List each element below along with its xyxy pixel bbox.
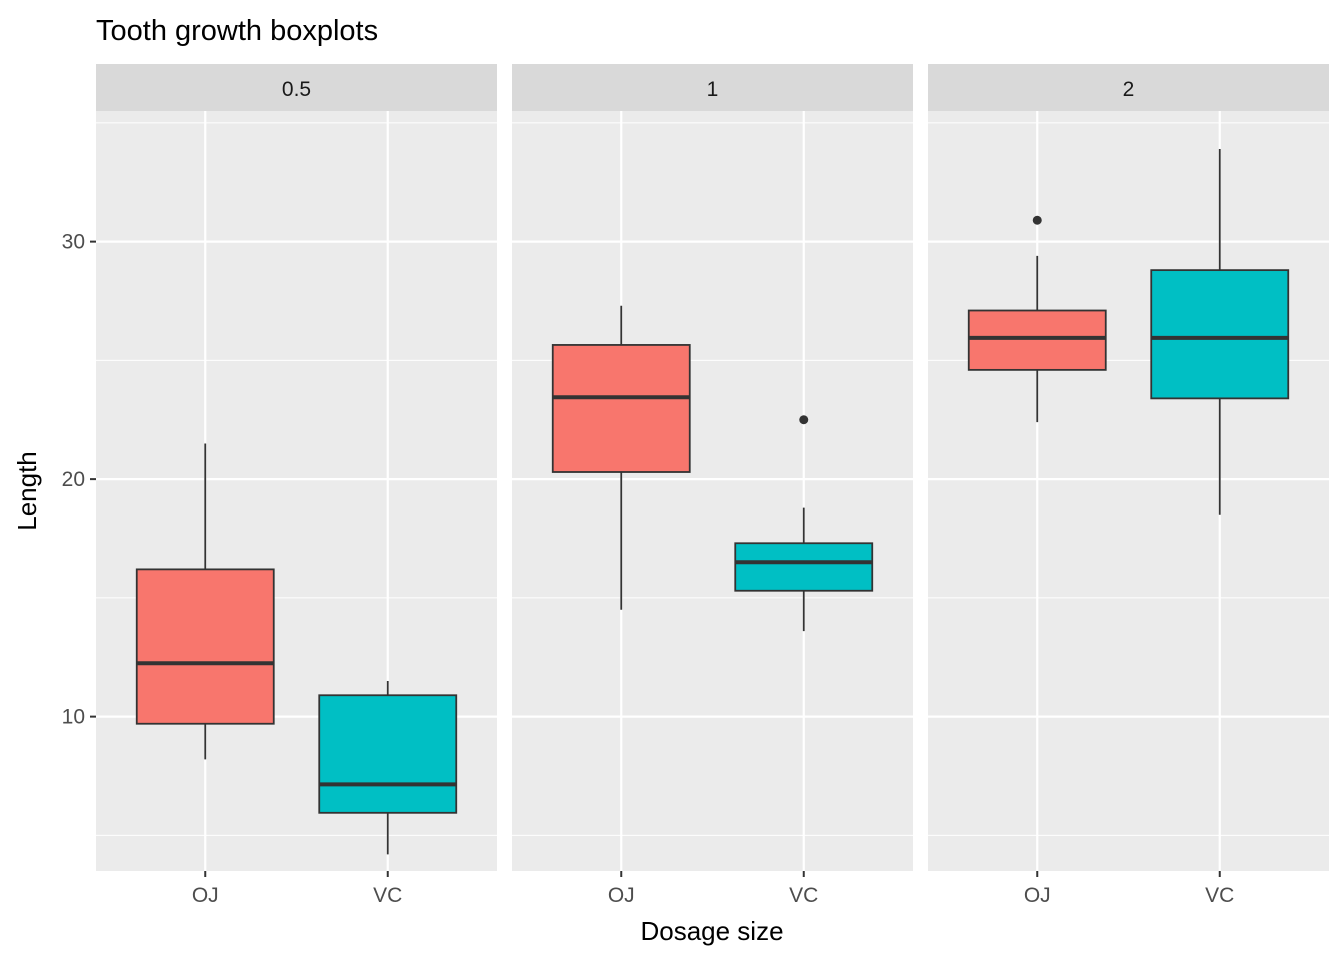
facet-strip xyxy=(928,64,1329,111)
box-iqr xyxy=(1150,269,1290,400)
facet-strip-label: 2 xyxy=(1123,78,1135,101)
x-axis-title: Dosage size xyxy=(640,916,783,946)
boxplot-OJ-2 xyxy=(967,215,1107,423)
boxplot-VC-1 xyxy=(734,415,874,632)
x-tick-label: VC xyxy=(373,884,402,907)
y-tick-label: 10 xyxy=(62,706,85,729)
boxplot-VC-2 xyxy=(1150,149,1290,515)
chart-title: Tooth growth boxplots xyxy=(96,15,378,47)
facet-strip xyxy=(512,64,913,111)
boxplot-OJ-0.5 xyxy=(135,443,275,760)
facet-panel-1: 1 OJ VC xyxy=(512,64,913,907)
facet-panels: 0.5 OJ VC 1 OJ VC 2 OJ VC xyxy=(96,64,1329,907)
boxplot-VC-0.5 xyxy=(318,681,458,855)
x-tick-label: OJ xyxy=(1024,884,1051,907)
box-iqr xyxy=(734,542,874,592)
outlier-point xyxy=(1032,215,1042,225)
box-iqr xyxy=(551,344,691,473)
x-tick-label: VC xyxy=(1205,884,1234,907)
y-axis-title: Length xyxy=(12,451,42,531)
x-tick-label: OJ xyxy=(608,884,635,907)
y-axis: 10 20 30 xyxy=(62,231,96,729)
facet-strip xyxy=(96,64,497,111)
y-tick-label: 30 xyxy=(62,231,85,254)
facet-panel-2: 2 OJ VC xyxy=(928,64,1329,907)
x-tick-label: VC xyxy=(789,884,818,907)
facet-panel-0.5: 0.5 OJ VC xyxy=(96,64,497,907)
boxplot-OJ-1 xyxy=(551,305,691,610)
facet-strip-label: 1 xyxy=(707,78,719,101)
box-iqr xyxy=(318,694,458,814)
panel-background xyxy=(928,111,1329,871)
box-iqr xyxy=(967,309,1107,371)
facet-strip-label: 0.5 xyxy=(282,78,311,101)
panel-background xyxy=(512,111,913,871)
outlier-point xyxy=(799,415,809,425)
x-tick-label: OJ xyxy=(192,884,219,907)
box-iqr xyxy=(135,568,275,725)
y-tick-label: 20 xyxy=(62,468,85,491)
